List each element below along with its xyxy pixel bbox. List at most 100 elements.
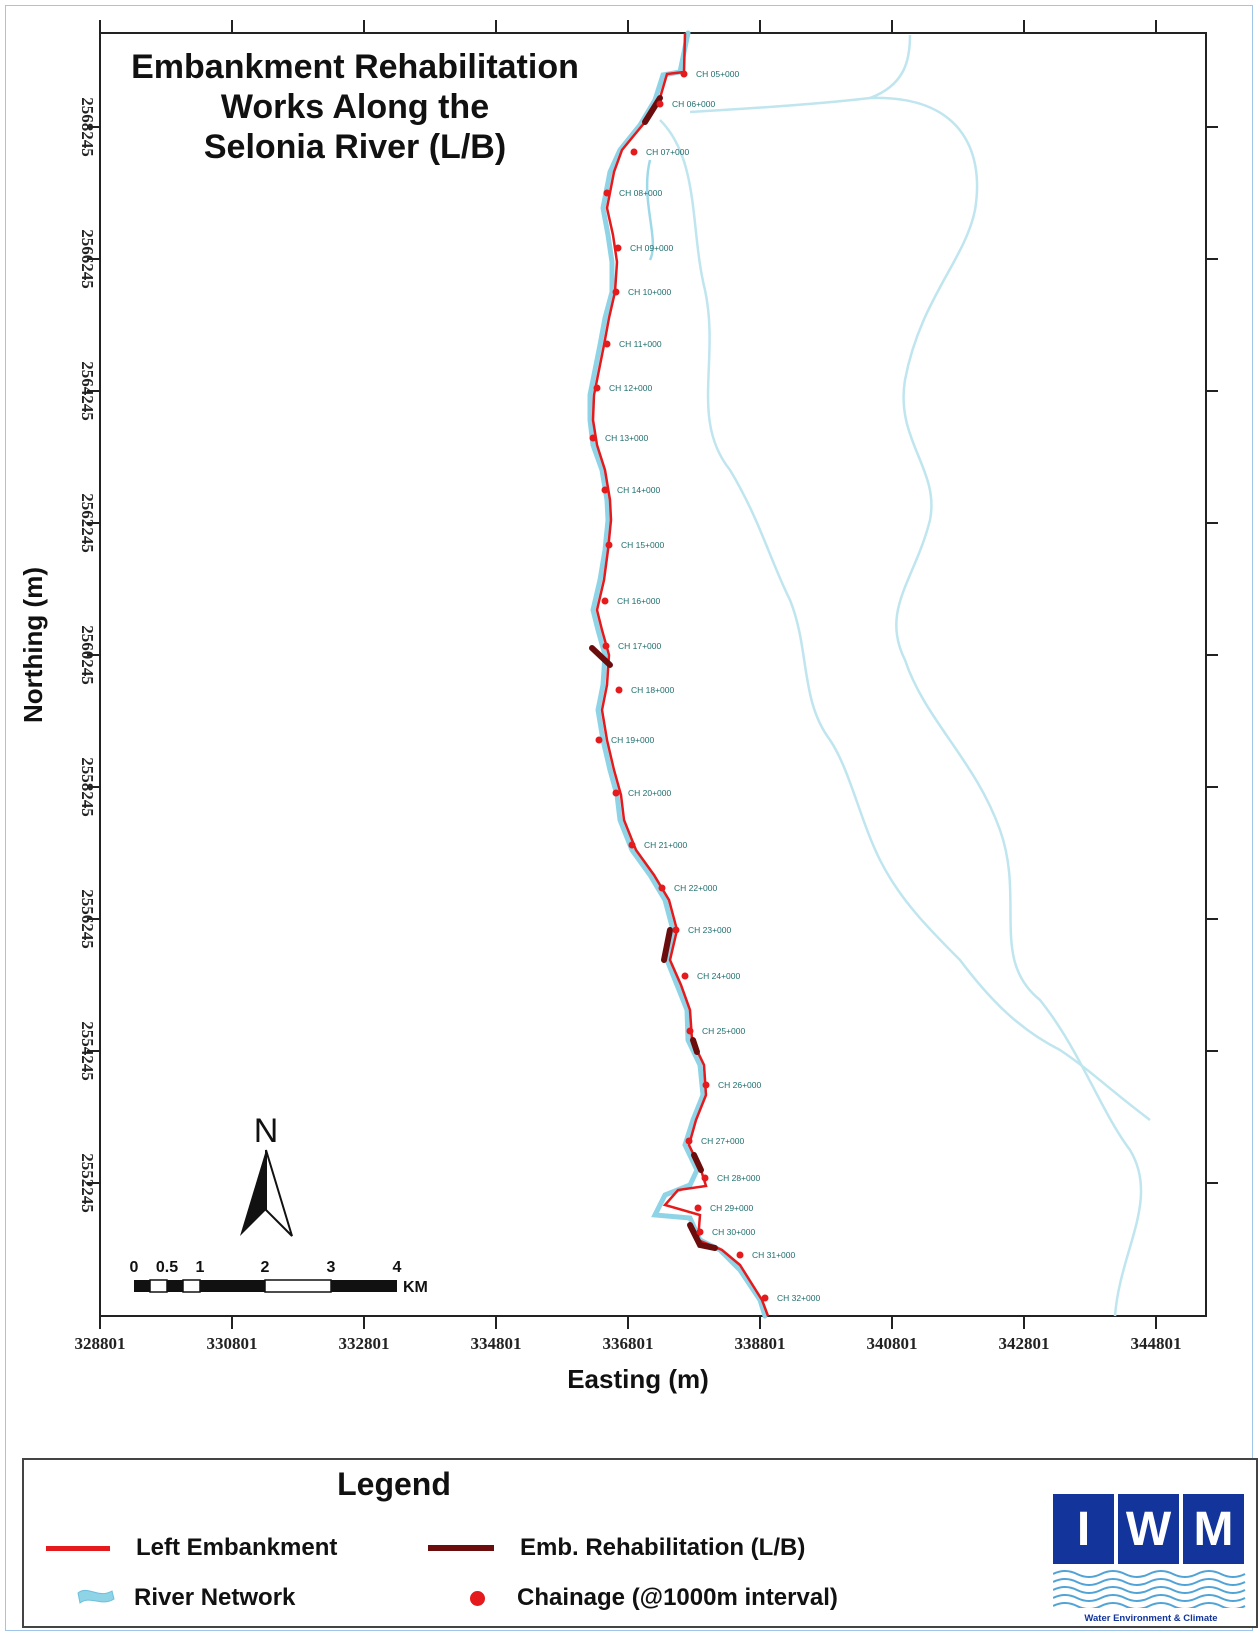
chainage-label: CH 18+000: [631, 685, 675, 695]
chainage-point: [736, 1251, 744, 1259]
chainage-label: CH 27+000: [701, 1136, 745, 1146]
chainage-point: [680, 70, 688, 78]
map-title-line-1: Embankment Rehabilitation: [131, 48, 579, 86]
logo-tagline: Water Environment & Climate: [1084, 1613, 1218, 1624]
chainage-point: [658, 884, 666, 892]
chainage-label: CH 30+000: [712, 1227, 756, 1237]
legend-label: Chainage (@1000m interval): [517, 1584, 838, 1611]
scale-seg: [264, 1279, 332, 1293]
scale-seg: [134, 1280, 150, 1292]
scale-bar: 0 0.5 1 2 3 4 KM: [130, 1259, 428, 1296]
chainage-label: CH 17+000: [618, 641, 662, 651]
chainage-label: CH 15+000: [621, 540, 665, 550]
x-tick-label: 334801: [471, 1334, 522, 1353]
y-tick-label: 2562245: [78, 493, 97, 553]
y-tick-label: 2556245: [78, 889, 97, 949]
chainage-label: CH 11+000: [619, 339, 662, 349]
chainage-label: CH 24+000: [697, 971, 741, 981]
legend-title: Legend: [337, 1466, 451, 1502]
chainage-point: [603, 340, 611, 348]
chainage-point: [589, 434, 597, 442]
logo-letter: I: [1053, 1494, 1114, 1564]
chainage-point: [761, 1294, 769, 1302]
scale-label-0-5: 0.5: [156, 1259, 178, 1276]
scale-unit: KM: [403, 1279, 428, 1296]
chainage-label: CH 21+000: [644, 840, 688, 850]
y-tick-label: 2554245: [78, 1021, 97, 1081]
y-tick-label: 2558245: [78, 757, 97, 817]
chainage-point: [628, 841, 636, 849]
legend-item-rehabilitation: Emb. Rehabilitation (L/B): [428, 1534, 805, 1562]
legend-box: Legend Left Embankment Emb. Rehabilitati…: [22, 1458, 1258, 1628]
rehab-segment: [589, 645, 613, 668]
chainage-point: [601, 486, 609, 494]
x-tick-label: 344801: [1131, 1334, 1182, 1353]
page-frame: [5, 5, 1253, 1631]
chainage-label: CH 20+000: [628, 788, 672, 798]
chainage-label: CH 31+000: [752, 1250, 796, 1260]
y-tick-label: 2568245: [78, 97, 97, 157]
scale-seg: [331, 1280, 397, 1292]
chainage-point: [612, 288, 620, 296]
chainage-point: [701, 1174, 709, 1182]
chainage-label: CH 06+000: [672, 99, 716, 109]
y-tick-label: 2560245: [78, 625, 97, 685]
chainage-point: [694, 1204, 702, 1212]
x-tick-label: 328801: [75, 1334, 126, 1353]
chainage-label: CH 14+000: [617, 485, 661, 495]
selonia-river: [587, 30, 768, 1319]
scale-label-3: 3: [327, 1259, 336, 1276]
chainage-point: [593, 384, 601, 392]
legend-item-chainage: Chainage (@1000m interval): [470, 1584, 838, 1612]
chainage-point: [696, 1228, 704, 1236]
scale-label-1: 1: [196, 1259, 205, 1276]
chainage-label: CH 05+000: [696, 69, 740, 79]
chainage-point: [685, 1137, 693, 1145]
legend-label: Emb. Rehabilitation (L/B): [520, 1534, 806, 1561]
red-dot-icon: [470, 1590, 485, 1606]
iwm-logo: I W M Water Environment & Climate: [1052, 1494, 1249, 1624]
chainage-label: CH 13+000: [605, 433, 649, 443]
legend-item-river-network: River Network: [74, 1584, 295, 1612]
chainage-point: [601, 597, 609, 605]
river-network: [645, 34, 1151, 1317]
chainage-label: CH 25+000: [702, 1026, 746, 1036]
chainage-point: [595, 736, 603, 744]
rehab-segment: [661, 927, 673, 963]
chainage-label: CH 26+000: [718, 1080, 762, 1090]
river-branch-upper: [689, 34, 912, 114]
chainage-label: CH 07+000: [646, 147, 690, 157]
river-branch-middle: [659, 119, 1151, 1121]
chainage-point: [602, 642, 610, 650]
river-icon: [77, 1589, 115, 1604]
scale-label-2: 2: [261, 1259, 270, 1276]
x-tick-label: 330801: [207, 1334, 258, 1353]
north-arrow-right-half: [265, 1149, 293, 1237]
chainage-label: CH 22+000: [674, 883, 718, 893]
logo-letter: W: [1118, 1494, 1179, 1564]
y-axis-title: Northing (m): [18, 567, 48, 723]
map-title-line-3: Selonia River (L/B): [204, 128, 506, 166]
dark-red-line-icon: [428, 1545, 494, 1551]
chainage-label: CH 29+000: [710, 1203, 754, 1213]
x-axis-ticks: 328801 330801 332801 334801 336801 338801 3408…: [75, 20, 1182, 1353]
x-tick-label: 340801: [867, 1334, 918, 1353]
north-arrow: N: [240, 1112, 293, 1237]
chainage-label: CH 16+000: [617, 596, 661, 606]
logo-letter: M: [1183, 1494, 1244, 1564]
scale-seg: [200, 1280, 265, 1292]
y-tick-label: 2552245: [78, 1153, 97, 1213]
x-tick-label: 342801: [999, 1334, 1050, 1353]
chainage-label: CH 23+000: [688, 925, 732, 935]
y-tick-label: 2566245: [78, 229, 97, 289]
chainage-label: CH 32+000: [777, 1293, 821, 1303]
scale-label-0: 0: [130, 1259, 139, 1276]
x-tick-label: 332801: [339, 1334, 390, 1353]
rehab-segment: [687, 1222, 718, 1251]
y-axis-ticks: 2568245 2566245 2564245 2562245 2560245 25582…: [78, 97, 1218, 1213]
x-tick-label: 336801: [603, 1334, 654, 1353]
y-tick-label: 2564245: [78, 361, 97, 421]
scale-seg: [149, 1279, 168, 1293]
chainage-point: [656, 100, 664, 108]
river-branch-east-loop: [869, 96, 1143, 1317]
